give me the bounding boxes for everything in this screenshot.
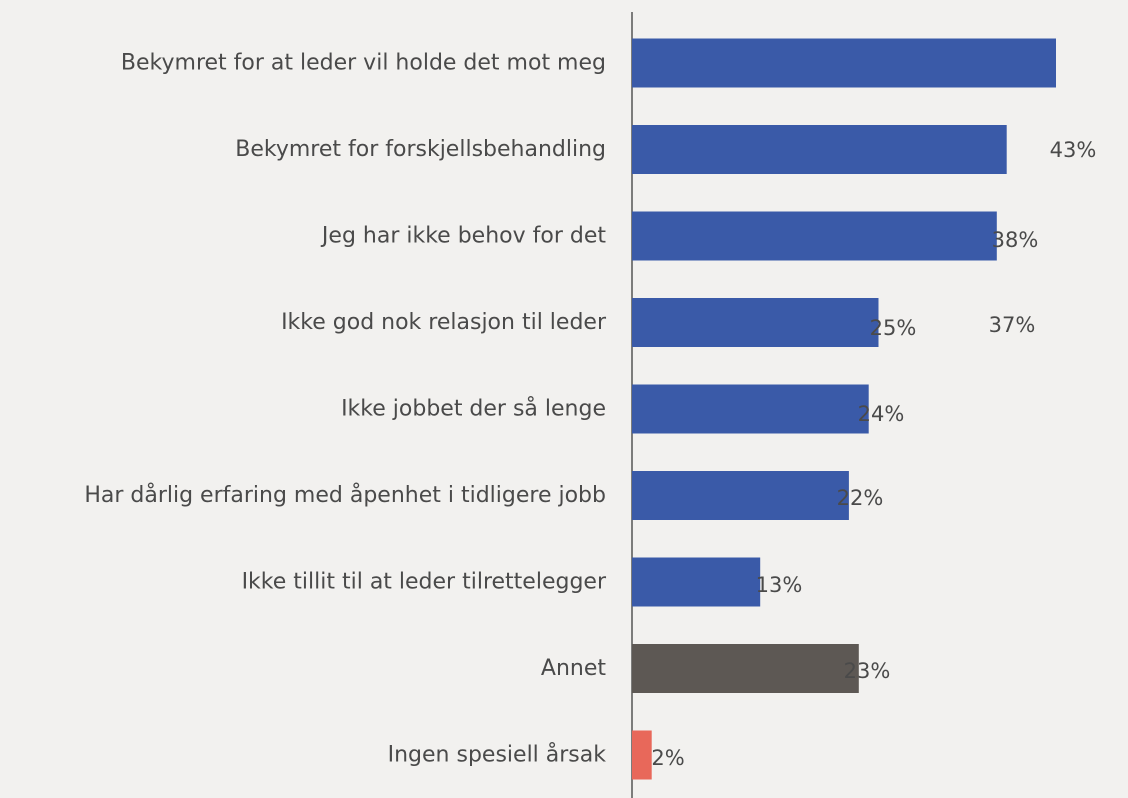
- value-label-1: 43%: [1050, 138, 1097, 162]
- category-label-3: Jeg har ikke behov for det: [320, 224, 606, 249]
- bars-group: [632, 38, 1056, 780]
- bar-1: [632, 38, 1056, 88]
- bar-8: [632, 644, 859, 693]
- bar-6: [632, 471, 849, 520]
- bar-4: [632, 298, 879, 347]
- value-label-2: 38%: [992, 228, 1039, 252]
- value-label-8: 23%: [844, 659, 891, 683]
- category-labels-group: Bekymret for at leder vil holde det mot …: [84, 51, 607, 768]
- bar-2: [632, 125, 1007, 174]
- value-labels-group: 43% 38% 37% 25% 24% 22% 13% 23% 2%: [651, 138, 1096, 770]
- value-label-6: 22%: [837, 486, 884, 510]
- value-label-3: 37%: [989, 313, 1036, 337]
- value-label-5: 24%: [858, 402, 905, 426]
- value-label-4: 25%: [870, 316, 917, 340]
- category-label-7: Ikke tillit til at leder tilrettelegger: [242, 570, 607, 595]
- category-label-8: Annet: [541, 656, 606, 681]
- bar-7: [632, 557, 761, 607]
- bar-5: [632, 384, 869, 434]
- bar-3: [632, 211, 997, 261]
- category-label-1: Bekymret for at leder vil holde det mot …: [121, 51, 606, 76]
- value-label-7: 13%: [756, 573, 803, 597]
- value-label-9: 2%: [651, 746, 684, 770]
- category-label-2: Bekymret for forskjellsbehandling: [235, 137, 606, 162]
- bar-9: [632, 730, 652, 780]
- category-label-5: Ikke jobbet der så lenge: [341, 396, 606, 422]
- category-label-9: Ingen spesiell årsak: [388, 742, 607, 768]
- category-label-6: Har dårlig erfaring med åpenhet i tidlig…: [84, 482, 606, 508]
- category-label-4: Ikke god nok relasjon til leder: [281, 310, 607, 335]
